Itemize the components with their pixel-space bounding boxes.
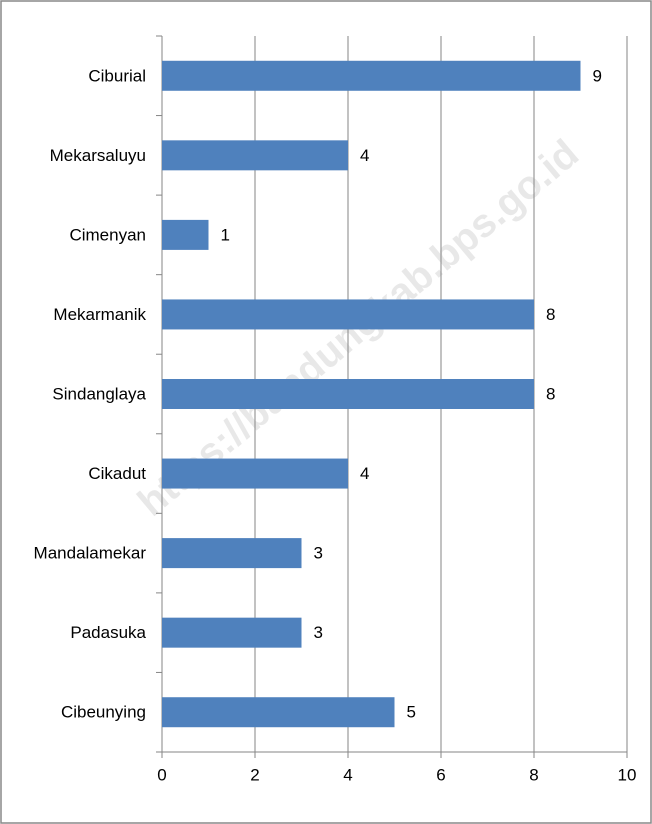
value-label: 8 [546, 384, 555, 403]
y-tick-label: Cikadut [88, 464, 146, 483]
y-tick-label: Cimenyan [69, 225, 146, 244]
y-tick-label: Sindanglaya [52, 384, 146, 403]
value-label: 5 [407, 703, 416, 722]
y-tick-label: Mandalamekar [34, 544, 147, 563]
bar [162, 697, 395, 728]
y-tick-label: Cibeunying [61, 703, 146, 722]
value-label: 9 [593, 66, 602, 85]
bar [162, 140, 348, 171]
y-tick-label: Padasuka [70, 623, 146, 642]
x-tick-label: 0 [157, 765, 166, 784]
value-label: 3 [314, 623, 323, 642]
bar [162, 617, 302, 648]
value-label: 1 [221, 225, 230, 244]
x-tick-label: 6 [436, 765, 445, 784]
x-tick-label: 4 [343, 765, 352, 784]
y-tick-label: Mekarmanik [53, 305, 146, 324]
bar [162, 219, 209, 250]
bar [162, 379, 534, 409]
bar [162, 458, 348, 489]
x-tick-label: 2 [250, 765, 259, 784]
value-label: 8 [546, 305, 555, 324]
value-label: 4 [360, 146, 369, 165]
x-tick-label: 8 [529, 765, 538, 784]
y-tick-label: Mekarsaluyu [50, 146, 146, 165]
value-label: 3 [314, 544, 323, 563]
y-tick-label: Ciburial [88, 66, 146, 85]
bar [162, 538, 302, 569]
bar [162, 299, 534, 330]
x-tick-label: 10 [618, 765, 637, 784]
bar [162, 60, 581, 91]
value-label: 4 [360, 464, 369, 483]
